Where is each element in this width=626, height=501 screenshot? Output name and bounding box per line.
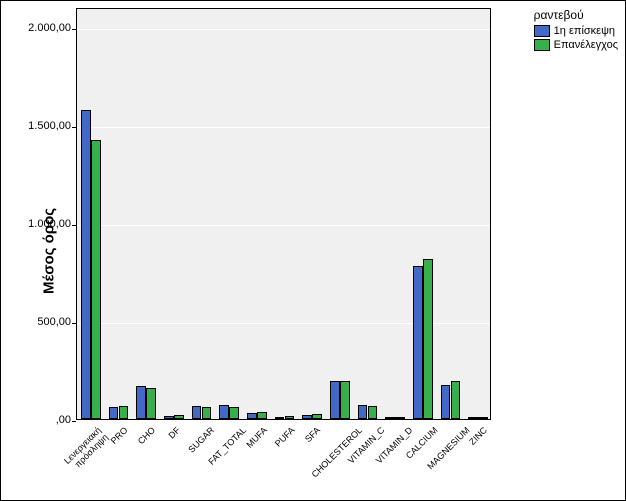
bar xyxy=(441,385,451,419)
y-tick-mark xyxy=(72,421,76,422)
y-tick-label: 2.000,00 xyxy=(11,22,71,34)
y-tick-label: 1.500,00 xyxy=(11,120,71,132)
y-tick-mark xyxy=(72,225,76,226)
legend-swatch xyxy=(534,39,550,51)
grid-line xyxy=(77,127,490,128)
legend-label: 1η επίσκεψη xyxy=(554,25,615,37)
bar xyxy=(192,406,202,419)
bar xyxy=(423,259,433,419)
legend-label: Επανέλεγχος xyxy=(554,39,618,51)
y-tick-label: 500,00 xyxy=(11,316,71,328)
bar xyxy=(358,405,368,419)
bar xyxy=(257,412,267,419)
bar xyxy=(119,406,129,419)
bar xyxy=(229,407,239,419)
bar xyxy=(285,416,295,419)
y-tick-mark xyxy=(72,323,76,324)
bar xyxy=(164,416,174,419)
bar xyxy=(413,266,423,419)
y-tick-mark xyxy=(72,127,76,128)
legend-item: Επανέλεγχος xyxy=(534,39,618,51)
bar xyxy=(451,381,461,419)
legend-swatch xyxy=(534,25,550,37)
bar xyxy=(395,417,405,419)
legend-item: 1η επίσκεψη xyxy=(534,25,618,37)
legend-title: ραντεβού xyxy=(534,8,618,22)
grid-line xyxy=(77,225,490,226)
bar xyxy=(146,388,156,419)
bar xyxy=(275,417,285,419)
grid-line xyxy=(77,29,490,30)
y-tick-label: ,00 xyxy=(11,414,71,426)
bar xyxy=(219,405,229,419)
bar xyxy=(247,413,257,419)
bar xyxy=(302,415,312,419)
bar xyxy=(468,417,478,419)
bar xyxy=(136,386,146,419)
bar xyxy=(478,417,488,419)
bar xyxy=(368,406,378,419)
bar xyxy=(340,381,350,419)
bar xyxy=(202,407,212,419)
bar xyxy=(174,415,184,419)
bar xyxy=(91,140,101,419)
bar xyxy=(312,414,322,419)
legend: ραντεβού 1η επίσκεψη Επανέλεγχος xyxy=(534,8,618,53)
plot-area xyxy=(76,8,491,420)
bar xyxy=(109,407,119,419)
bar xyxy=(81,110,91,419)
y-tick-label: 1.000,00 xyxy=(11,218,71,230)
bar xyxy=(385,417,395,419)
bar xyxy=(330,381,340,419)
y-tick-mark xyxy=(72,29,76,30)
